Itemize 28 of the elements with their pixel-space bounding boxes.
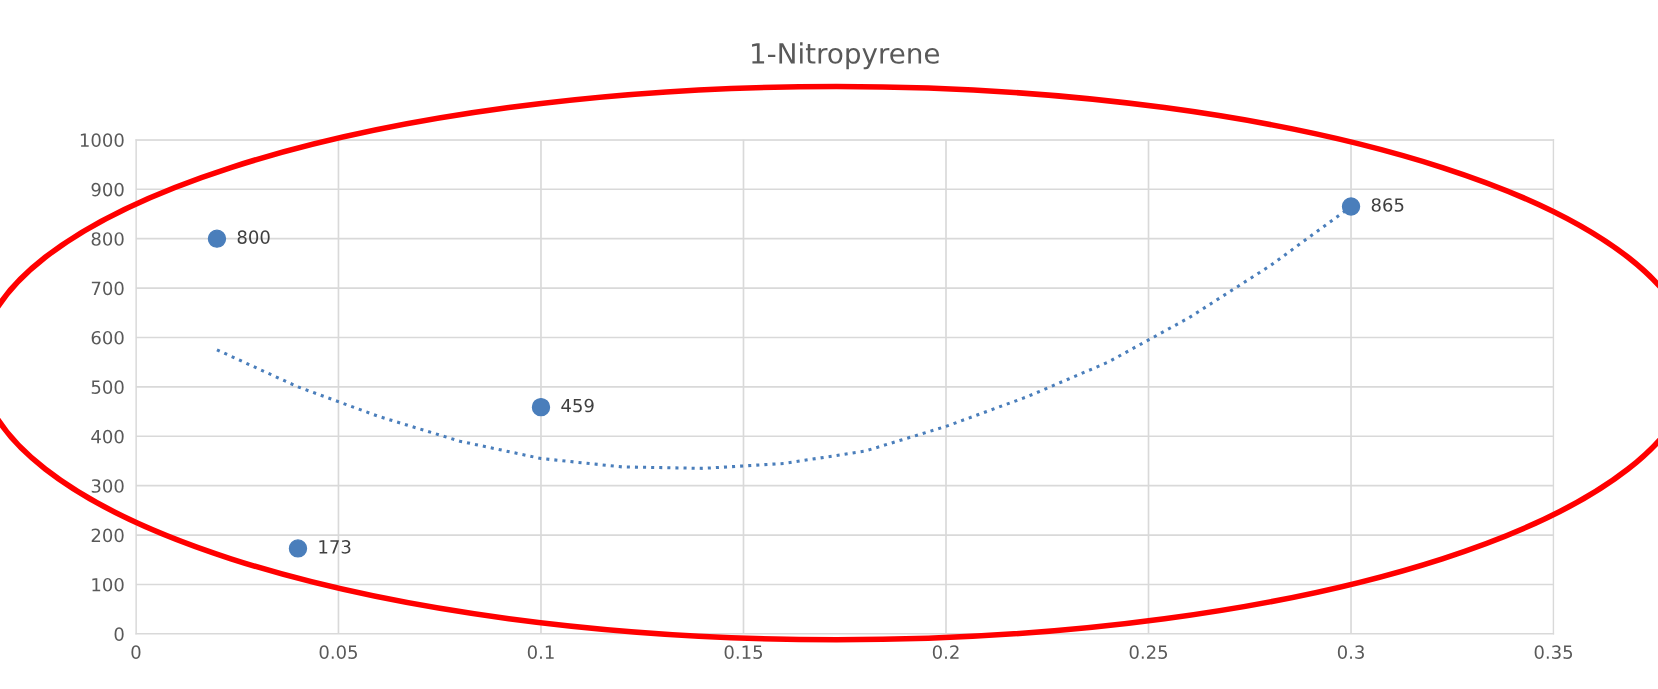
y-tick-label: 600 (91, 330, 124, 345)
point (288, 539, 308, 558)
x-tick-label: 0.3 (1337, 645, 1364, 659)
data-label: 800 (237, 230, 270, 244)
chart-title: 1-Nitropyrene (752, 42, 940, 70)
x-tick-label: 0.2 (932, 645, 959, 659)
data-label: 865 (1371, 198, 1404, 212)
data-label: 173 (319, 540, 351, 554)
point (531, 397, 551, 417)
x-tick-label: 0.1 (527, 645, 554, 659)
data-label: 459 (561, 398, 594, 413)
y-tick-label: 200 (91, 528, 124, 543)
y-tick-label: 700 (91, 281, 124, 296)
x-tick-label: 0.05 (319, 645, 357, 659)
x-tick-label: 0.25 (1129, 645, 1168, 659)
y-tick-label: 300 (91, 479, 124, 493)
x-tick-label: 0.35 (1534, 645, 1573, 659)
y-tick-label: 1000 (80, 133, 124, 147)
y-tick-label: 800 (91, 232, 124, 246)
x-tick-label: 0 (131, 645, 141, 659)
y-tick-label: 400 (91, 429, 124, 444)
point (207, 229, 227, 248)
x-tick-label: 0.15 (724, 645, 763, 659)
y-tick-label: 0 (114, 627, 124, 641)
y-tick-label: 900 (91, 182, 124, 197)
y-tick-label: 100 (92, 577, 124, 592)
point (1341, 197, 1361, 216)
y-tick-label: 500 (91, 380, 124, 394)
